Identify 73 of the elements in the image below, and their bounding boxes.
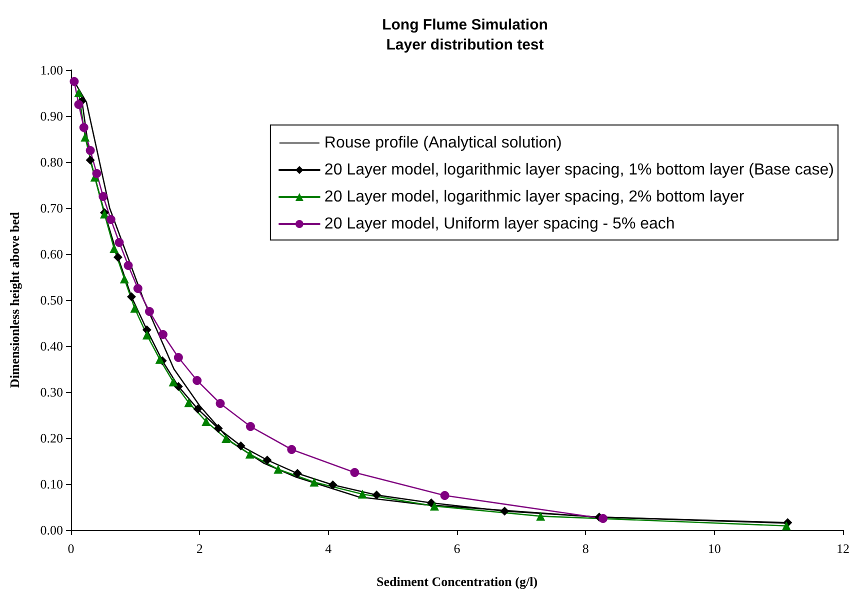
- point: [79, 123, 88, 132]
- point: [174, 353, 183, 362]
- point: [274, 464, 283, 474]
- chart-title: Long Flume Simulation Layer distribution test: [382, 16, 548, 54]
- point: [130, 304, 140, 313]
- point: [262, 456, 272, 465]
- point: [158, 330, 168, 339]
- y-axis-title: Dimensionless height above bed: [7, 211, 22, 388]
- legend-label: 20 Layer model, logarithmic layer spacing, 2% bottom layer: [324, 188, 745, 206]
- point: [440, 491, 450, 500]
- point: [328, 480, 338, 490]
- point: [106, 215, 116, 224]
- point: [74, 100, 84, 109]
- point: [202, 416, 211, 426]
- point: [358, 490, 367, 499]
- legend-label: 20 Layer model, Uniform layer spacing - 5% each: [324, 216, 675, 232]
- point: [214, 424, 223, 433]
- point: [70, 77, 79, 86]
- point: [536, 512, 546, 521]
- point: [236, 441, 246, 450]
- point: [350, 468, 360, 477]
- point: [222, 434, 231, 443]
- y-tick-label: 0.10: [40, 476, 63, 492]
- x-tick-label: 10: [708, 541, 721, 556]
- x-tick-label: 0: [68, 541, 74, 556]
- point: [245, 450, 254, 459]
- y-tick-label: 0.60: [40, 246, 63, 262]
- point: [126, 292, 136, 302]
- point: [168, 377, 178, 386]
- point: [598, 514, 608, 523]
- point: [98, 192, 108, 201]
- legend-label: 20 Layer model, logarithmic layer spacing, 1% bottom layer (Base case): [324, 162, 834, 178]
- point: [192, 376, 202, 385]
- point: [113, 252, 122, 262]
- y-tick-label: 0.40: [40, 338, 63, 354]
- x-tick-label: 6: [454, 541, 461, 556]
- x-tick-label: 2: [196, 541, 203, 556]
- point: [292, 468, 302, 478]
- point: [246, 422, 255, 431]
- point: [184, 398, 194, 408]
- point: [782, 521, 791, 530]
- point: [80, 132, 90, 142]
- y-tick-label: 0.80: [40, 154, 63, 170]
- x-tick-label: 4: [325, 541, 332, 556]
- point: [133, 284, 142, 293]
- point: [92, 169, 102, 178]
- y-tick-label: 0.70: [40, 200, 63, 216]
- y-tick-label: 0.00: [40, 522, 63, 538]
- point: [74, 88, 84, 98]
- y-tick-label: 0.90: [40, 108, 63, 124]
- y-tick-label: 0.30: [40, 384, 63, 400]
- point: [144, 307, 154, 316]
- x-axis-title: Sediment Concentration (g/l): [376, 574, 538, 589]
- point: [287, 445, 296, 454]
- point: [310, 478, 319, 487]
- point: [114, 238, 124, 247]
- x-tick-label: 8: [582, 541, 589, 556]
- legend-label: Rouse profile (Analytical solution): [324, 134, 562, 152]
- y-tick-label: 1.00: [40, 62, 63, 78]
- y-tick-label: 0.50: [40, 292, 63, 308]
- point: [110, 244, 119, 253]
- point: [155, 354, 164, 364]
- point: [142, 330, 152, 340]
- point: [430, 502, 439, 511]
- point: [500, 506, 510, 516]
- point: [86, 146, 95, 155]
- point: [216, 399, 225, 408]
- point: [124, 261, 133, 270]
- point: [193, 404, 202, 414]
- point: [120, 274, 129, 284]
- y-tick-label: 0.20: [40, 430, 63, 446]
- x-tick-label: 12: [836, 541, 850, 556]
- point: [86, 156, 95, 165]
